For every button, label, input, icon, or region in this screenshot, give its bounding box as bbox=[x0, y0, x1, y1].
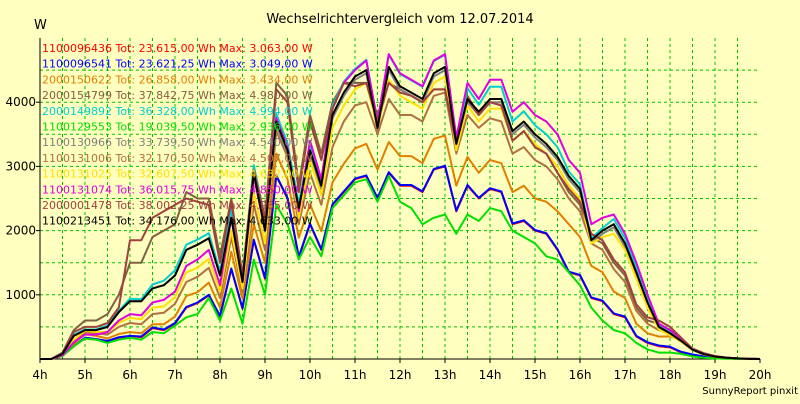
x-tick-label: 7h bbox=[167, 368, 182, 382]
legend-entry-10: 1100131074 Tot: 36.015,75 Wh Max: 4.850,… bbox=[42, 183, 313, 196]
x-tick-label: 15h bbox=[524, 368, 547, 382]
x-tick-label: 20h bbox=[749, 368, 772, 382]
series-line-6 bbox=[40, 175, 760, 360]
x-tick-label: 12h bbox=[389, 368, 412, 382]
x-tick-label: 11h bbox=[344, 368, 367, 382]
legend-entry-8: 1100131006 Tot: 32.170,50 Wh Max: 4.507,… bbox=[42, 152, 313, 165]
legend-entry-6: 1100129553 Tot: 19.039,50 Wh Max: 2.936,… bbox=[42, 121, 313, 134]
x-tick-label: 4h bbox=[32, 368, 47, 382]
series-line-12 bbox=[40, 65, 761, 360]
legend-entry-2: 1100096541 Tot: 23.621,25 Wh Max: 3.049,… bbox=[42, 58, 313, 71]
series-layer bbox=[40, 53, 761, 360]
y-tick-label: 2000 bbox=[5, 224, 36, 238]
x-tick-label: 17h bbox=[614, 368, 637, 382]
x-tick-label: 8h bbox=[212, 368, 227, 382]
series-line-9 bbox=[40, 75, 761, 360]
legend-entry-9: 1100131025 Tot: 32.607,50 Wh Max: 4.632,… bbox=[42, 168, 313, 181]
x-tick-label: 6h bbox=[122, 368, 137, 382]
grid-layer bbox=[40, 38, 760, 359]
y-tick-label: 1000 bbox=[5, 288, 36, 302]
axis-layer: 4h 5h 6h 7h 8h 9h 10h 11h 12h 13h 14h 15h 16h 17h 18h 1… bbox=[5, 38, 771, 382]
series-line-10 bbox=[40, 53, 761, 360]
series-line-3 bbox=[40, 134, 761, 360]
legend: 1100096436 Tot: 23.615,00 Wh Max: 3.063,… bbox=[42, 42, 313, 228]
legend-entry-3: 2000150622 Tot: 26.858,00 Wh Max: 3.434,… bbox=[42, 73, 313, 86]
x-tick-label: 14h bbox=[479, 368, 502, 382]
legend-entry-4: 2000154799 Tot: 37.842,75 Wh Max: 4.980,… bbox=[42, 89, 313, 102]
x-tick-label: 13h bbox=[434, 368, 457, 382]
x-tick-label: 19h bbox=[704, 368, 727, 382]
legend-entry-5: 2000149892 Tot: 36.328,00 Wh Max: 4.994,… bbox=[42, 105, 313, 118]
footer-credit: SunnyReport pinxit bbox=[702, 386, 798, 397]
legend-entry-11: 2000001478 Tot: 38.002,25 Wh Max: 4.965,… bbox=[42, 199, 313, 212]
legend-entry-12: 1100213451 Tot: 34.176,00 Wh Max: 4.633,… bbox=[42, 215, 313, 228]
series-line-11 bbox=[40, 81, 761, 360]
x-tick-label: 9h bbox=[257, 368, 272, 382]
y-tick-label: 3000 bbox=[5, 159, 36, 173]
chart-title: Wechselrichtervergleich vom 12.07.2014 bbox=[266, 12, 533, 27]
series-line-8 bbox=[40, 91, 761, 360]
legend-entry-1: 1100096436 Tot: 23.615,00 Wh Max: 3.063,… bbox=[42, 42, 313, 55]
x-tick-label: 18h bbox=[659, 368, 682, 382]
y-tick-label: 4000 bbox=[5, 95, 36, 109]
legend-entry-7: 1100130966 Tot: 33.739,50 Wh Max: 4.540,… bbox=[42, 136, 313, 149]
x-tick-label: 10h bbox=[299, 368, 322, 382]
y-axis-unit-label: W bbox=[34, 18, 47, 33]
x-tick-label: 16h bbox=[569, 368, 592, 382]
series-line-2 bbox=[40, 164, 761, 360]
x-tick-label: 5h bbox=[77, 368, 92, 382]
